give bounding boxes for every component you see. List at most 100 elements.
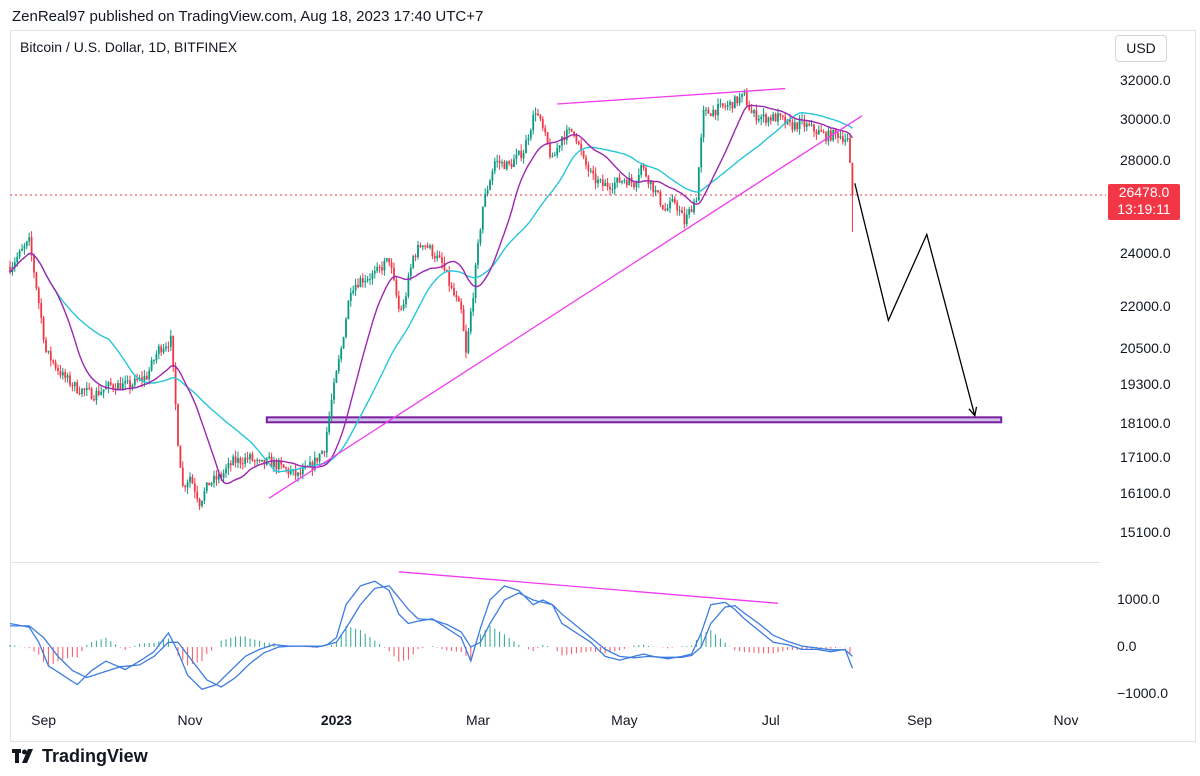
- projection-arrowhead: [968, 406, 978, 418]
- candle-down: [585, 157, 587, 166]
- candle-down: [172, 335, 175, 367]
- candle-down: [109, 382, 112, 385]
- candle-down: [357, 284, 359, 288]
- candle-up: [359, 278, 362, 288]
- candle-down: [539, 115, 542, 119]
- candle-down: [784, 117, 787, 125]
- candle-up: [117, 382, 119, 391]
- candle-up: [472, 298, 475, 312]
- candle-up: [525, 140, 527, 154]
- candle-down: [229, 463, 232, 466]
- candle-up: [244, 457, 247, 464]
- candle-down: [275, 460, 278, 470]
- candle-up: [289, 470, 292, 474]
- candle-up: [669, 201, 671, 209]
- footer-brand[interactable]: TradingView: [12, 746, 148, 767]
- candle-up: [729, 102, 731, 105]
- candle-up: [333, 382, 335, 400]
- candle-down: [181, 467, 184, 486]
- candle-down: [193, 483, 196, 492]
- candle-up: [100, 392, 103, 395]
- candle-down: [820, 130, 823, 132]
- candle-down: [748, 105, 751, 111]
- candle-down: [625, 180, 628, 186]
- candle-up: [693, 201, 695, 213]
- candle-up: [249, 454, 251, 460]
- candle-up: [349, 293, 352, 301]
- candle-down: [258, 459, 261, 462]
- candle-up: [760, 116, 763, 119]
- candle-down: [465, 330, 467, 353]
- candle-up: [654, 190, 657, 193]
- moving-average-fast: [9, 104, 853, 485]
- candle-up: [369, 278, 371, 280]
- candle-down: [263, 459, 266, 465]
- candle-down: [592, 170, 595, 174]
- candle-up: [697, 167, 700, 201]
- candle-down: [33, 255, 35, 273]
- candle-down: [661, 204, 664, 210]
- candle-down: [520, 150, 523, 159]
- candle-up: [484, 193, 487, 207]
- candle-up: [66, 375, 69, 378]
- candle-down: [414, 255, 417, 258]
- candle-up: [217, 474, 220, 480]
- candle-down: [35, 272, 38, 289]
- candle-down: [179, 445, 182, 468]
- candle-down: [448, 271, 451, 286]
- candle-up: [635, 182, 638, 188]
- candle-up: [318, 453, 321, 462]
- candle-up: [81, 388, 83, 394]
- candle-down: [215, 475, 218, 480]
- candle-up: [186, 482, 189, 488]
- candle-up: [273, 460, 275, 468]
- candles-layer: [9, 88, 854, 511]
- candle-up: [18, 250, 21, 257]
- oscillator-tick: 1000.0: [1117, 591, 1160, 607]
- candle-up: [695, 200, 698, 202]
- candle-up: [313, 457, 316, 470]
- candle-down: [184, 485, 187, 488]
- projection-layer: [854, 183, 978, 418]
- candle-up: [354, 284, 357, 291]
- candle-up: [467, 331, 470, 353]
- candle-up: [102, 389, 105, 393]
- currency-button[interactable]: USD: [1115, 35, 1167, 62]
- candle-down: [769, 117, 772, 121]
- candle-down: [64, 372, 67, 378]
- candle-up: [777, 113, 779, 122]
- candle-down: [664, 209, 667, 211]
- candle-down: [208, 482, 211, 486]
- candle-up: [436, 255, 439, 259]
- candle-down: [724, 106, 727, 108]
- candle-up: [793, 122, 796, 130]
- candle-up: [25, 241, 28, 246]
- candle-down: [851, 162, 854, 195]
- candle-up: [124, 381, 127, 384]
- candle-up: [623, 180, 626, 182]
- candle-up: [107, 382, 110, 387]
- candle-down: [390, 262, 393, 268]
- candle-up: [553, 155, 556, 157]
- candle-down: [69, 375, 71, 385]
- trendlines-layer: [268, 87, 863, 499]
- candle-up: [513, 159, 515, 168]
- candle-down: [97, 390, 100, 395]
- candle-down: [796, 122, 799, 130]
- candle-down: [460, 301, 463, 310]
- candle-down: [160, 346, 163, 353]
- candle-down: [541, 118, 544, 128]
- candle-up: [529, 130, 532, 139]
- candle-down: [129, 380, 131, 389]
- candle-up: [325, 432, 328, 453]
- candle-up: [753, 110, 755, 114]
- candle-up: [515, 154, 518, 160]
- moving-averages-layer: [9, 104, 853, 485]
- candle-up: [201, 500, 203, 507]
- pane-divider[interactable]: [10, 562, 1100, 563]
- candle-up: [611, 189, 614, 191]
- last-price-value: 26478.0: [1118, 184, 1170, 200]
- candle-up: [366, 279, 369, 281]
- symbol-title[interactable]: Bitcoin / U.S. Dollar, 1D, BITFINEX: [20, 39, 238, 55]
